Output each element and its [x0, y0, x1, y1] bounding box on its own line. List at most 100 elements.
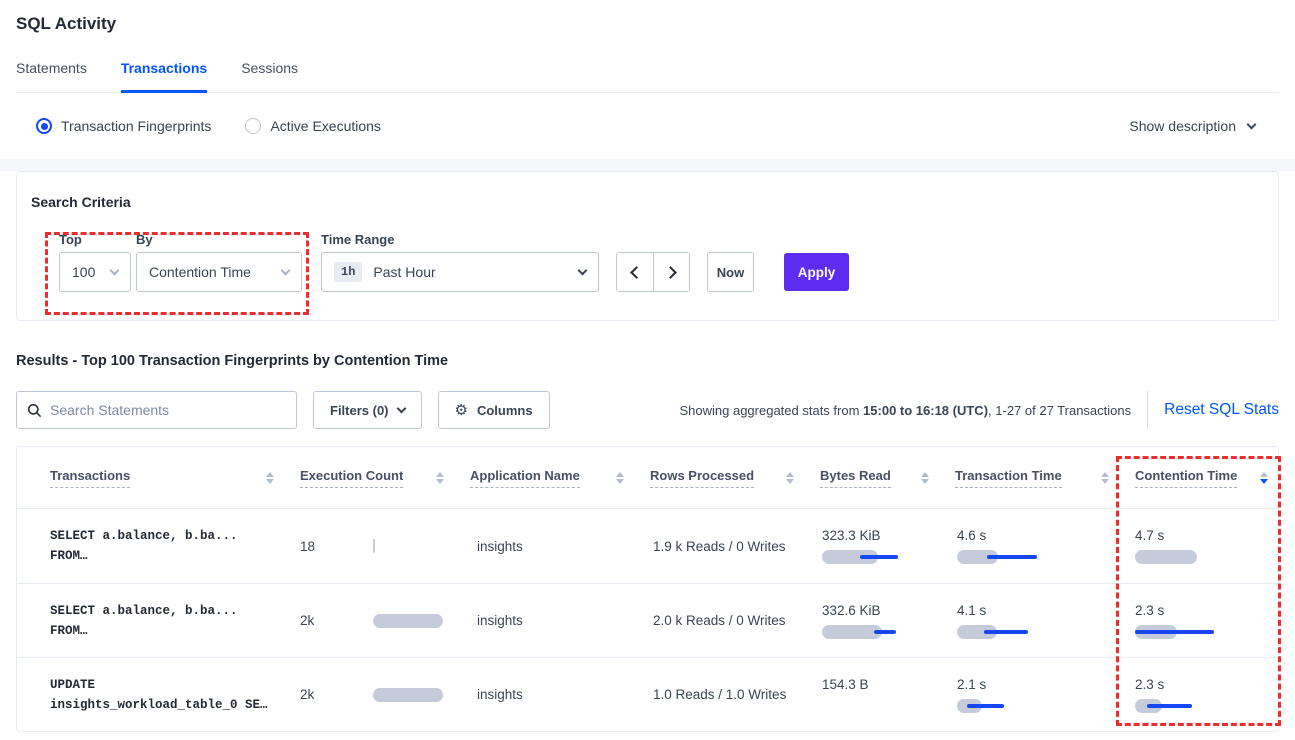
show-description-toggle[interactable]: Show description [1129, 118, 1257, 134]
filters-button[interactable]: Filters (0) [313, 391, 422, 429]
transaction-time-cell: 4.6 s [955, 509, 1135, 583]
now-button[interactable]: Now [707, 252, 754, 292]
transaction-time-bar [957, 550, 1047, 564]
transaction-time-value: 4.6 s [957, 528, 987, 543]
table-header-row: Transactions Execution Count Application… [17, 447, 1278, 509]
tab-transactions[interactable]: Transactions [120, 60, 208, 93]
contention-time-value: 2.3 s [1135, 602, 1165, 618]
chevron-down-icon [109, 265, 120, 275]
bar-blue-line [1147, 703, 1192, 708]
view-toggle-options: Transaction Fingerprints Active Executio… [36, 118, 381, 134]
column-header-rows-processed[interactable]: Rows Processed [650, 468, 820, 488]
bar-gray [822, 550, 878, 564]
search-criteria-card: Search Criteria Top 100 By Contention Ti… [16, 171, 1279, 321]
query-line-1: SELECT a.balance, b.ba... [50, 529, 238, 543]
column-header-transaction-time[interactable]: Transaction Time [955, 468, 1135, 488]
by-label: By [136, 232, 153, 247]
transaction-time-bar [957, 698, 1047, 713]
table-row: SELECT a.balance, b.ba... FROM… 2k insig… [17, 583, 1278, 657]
column-header-transactions[interactable]: Transactions [50, 468, 300, 488]
sort-icon[interactable] [1101, 471, 1109, 484]
bytes-read-bar [822, 550, 912, 564]
transaction-time-value: 2.1 s [957, 676, 987, 692]
table-row: SELECT a.balance, b.ba... FROM… 18 insig… [17, 509, 1278, 583]
columns-button[interactable]: ⚙ Columns [437, 391, 550, 429]
sort-icon[interactable] [266, 471, 274, 484]
sort-icon[interactable] [921, 471, 929, 484]
contention-time-bar [1135, 624, 1225, 639]
app-name-value: insights [477, 687, 523, 702]
reset-sql-stats-link[interactable]: Reset SQL Stats [1164, 401, 1279, 418]
radio-transaction-fingerprints[interactable]: Transaction Fingerprints [36, 118, 211, 134]
section-divider [0, 159, 1295, 171]
rows-processed-value: 1.0 Reads / 1.0 Writes [653, 687, 787, 702]
sort-icon[interactable] [616, 471, 624, 484]
bytes-read-cell: 332.6 KiB [820, 584, 955, 657]
transaction-fingerprint-link[interactable]: SELECT a.balance, b.ba... FROM… [50, 509, 300, 583]
bar-blue-line [860, 555, 898, 559]
by-select[interactable]: Contention Time [136, 252, 302, 292]
contention-time-value: 2.3 s [1135, 676, 1165, 692]
radio-selected-icon [36, 118, 52, 134]
bytes-read-bar [822, 699, 912, 713]
time-range-select[interactable]: 1h Past Hour [321, 252, 599, 292]
time-next-button[interactable] [653, 253, 689, 291]
transactions-table: Transactions Execution Count Application… [16, 446, 1279, 732]
time-range-badge: 1h [334, 262, 363, 282]
column-header-contention-time[interactable]: Contention Time [1135, 468, 1278, 488]
app-name-value: insights [477, 613, 523, 628]
contention-time-cell: 2.3 s [1135, 658, 1278, 731]
tab-sessions[interactable]: Sessions [241, 60, 299, 76]
filters-label: Filters (0) [330, 402, 389, 418]
execution-count-cell: 2k [300, 658, 470, 731]
chevron-down-icon [396, 403, 406, 413]
tab-statements[interactable]: Statements [16, 60, 87, 76]
columns-label: Columns [476, 402, 533, 418]
results-controls-right: Showing aggregated stats from 15:00 to 1… [679, 391, 1279, 429]
bar-gray [822, 624, 882, 639]
exec-count-value: 18 [300, 538, 316, 554]
column-header-application-name[interactable]: Application Name [470, 468, 650, 488]
contention-time-bar [1135, 698, 1225, 713]
execution-count-cell: 18 [300, 509, 470, 583]
results-controls-left: Filters (0) ⚙ Columns [16, 391, 550, 429]
search-input[interactable] [50, 402, 286, 418]
top-select[interactable]: 100 [59, 252, 131, 292]
bar-blue-line [1135, 629, 1214, 634]
query-line-1: UPDATE [50, 677, 96, 692]
bar-blue-line [984, 629, 1028, 634]
sort-icon-active-desc[interactable] [1260, 471, 1268, 484]
radio-active-executions[interactable]: Active Executions [245, 118, 381, 134]
apply-button[interactable]: Apply [784, 253, 849, 291]
query-line-1: SELECT a.balance, b.ba... [50, 603, 238, 618]
vertical-divider [1147, 391, 1149, 429]
bar-gray [373, 613, 443, 628]
exec-count-bar [373, 539, 443, 553]
bytes-read-bar [822, 624, 912, 639]
show-description-label: Show description [1129, 118, 1236, 134]
bar-blue-line [987, 555, 1037, 559]
search-box [16, 391, 297, 429]
contention-time-value: 4.7 s [1135, 528, 1165, 543]
bar-blue-line [967, 703, 1004, 708]
contention-time-cell: 2.3 s [1135, 584, 1278, 657]
chevron-down-icon [1246, 119, 1257, 129]
search-criteria-heading: Search Criteria [31, 194, 131, 210]
contention-time-cell: 4.7 s [1135, 509, 1278, 583]
time-prev-button[interactable] [617, 253, 653, 291]
bar-gray [1135, 550, 1197, 564]
top-select-value: 100 [72, 264, 96, 280]
sort-icon[interactable] [436, 471, 444, 484]
transaction-time-bar [957, 624, 1047, 639]
column-header-bytes-read[interactable]: Bytes Read [820, 468, 955, 488]
bar-gray [957, 550, 998, 564]
query-line-2: insights_workload_table_0 SE… [50, 697, 268, 712]
exec-count-value: 2k [300, 613, 315, 628]
transaction-fingerprint-link[interactable]: UPDATE insights_workload_table_0 SE… [50, 658, 300, 731]
results-controls-row: Filters (0) ⚙ Columns Showing aggregated… [16, 391, 1279, 429]
transaction-fingerprint-link[interactable]: SELECT a.balance, b.ba... FROM… [50, 584, 300, 657]
execution-count-cell: 2k [300, 584, 470, 657]
bar-gray [373, 539, 375, 553]
sort-icon[interactable] [786, 471, 794, 484]
column-header-execution-count[interactable]: Execution Count [300, 468, 470, 488]
